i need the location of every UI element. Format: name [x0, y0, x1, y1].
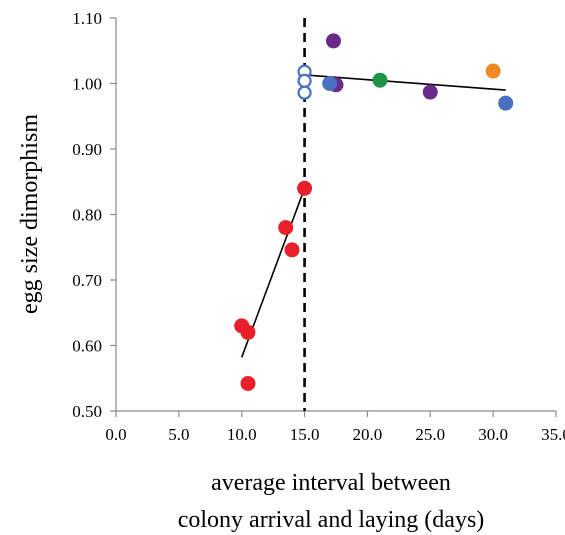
data-point-open — [297, 85, 312, 100]
x-tick-label: 35.0 — [541, 425, 565, 444]
x-tick-label: 5.0 — [168, 425, 189, 444]
data-point — [278, 220, 294, 236]
y-tick-label: 0.90 — [72, 140, 102, 159]
data-point-open — [297, 73, 312, 88]
data-point — [422, 84, 438, 100]
tick-labels: 0.50 0.60 0.70 0.80 0.90 1.00 1.10 0.0 5.0 10.0 15… — [72, 9, 565, 444]
y-tick-label: 0.80 — [72, 206, 102, 225]
x-tick-label: 25.0 — [415, 425, 445, 444]
y-axis-title: egg size dimorphism — [17, 114, 43, 314]
data-point — [284, 242, 300, 258]
data-point — [297, 180, 313, 196]
x-tick-label: 30.0 — [478, 425, 508, 444]
chart-axes — [110, 17, 557, 417]
x-axis-title-line-2: colony arrival and laying (days) — [178, 507, 485, 533]
data-point — [240, 324, 256, 340]
data-point — [322, 76, 338, 91]
y-tick-label: 1.00 — [72, 75, 102, 94]
x-tick-label: 20.0 — [353, 425, 383, 444]
x-tick-label: 10.0 — [227, 425, 257, 444]
data-points — [234, 33, 514, 391]
data-point — [498, 95, 514, 111]
x-axis-title-line-1: average interval between — [211, 470, 451, 496]
data-point — [240, 375, 256, 391]
x-tick-label: 0.0 — [105, 425, 126, 444]
trend-lines — [240, 74, 506, 358]
y-tick-label: 1.10 — [72, 9, 102, 28]
trend-line — [304, 74, 506, 91]
data-point — [325, 33, 341, 49]
y-tick-label: 0.50 — [72, 402, 102, 421]
data-point — [372, 72, 388, 88]
data-point — [485, 63, 501, 79]
x-tick-label: 15.0 — [290, 425, 320, 444]
y-tick-label: 0.70 — [72, 271, 102, 290]
y-tick-label: 0.60 — [72, 337, 102, 356]
